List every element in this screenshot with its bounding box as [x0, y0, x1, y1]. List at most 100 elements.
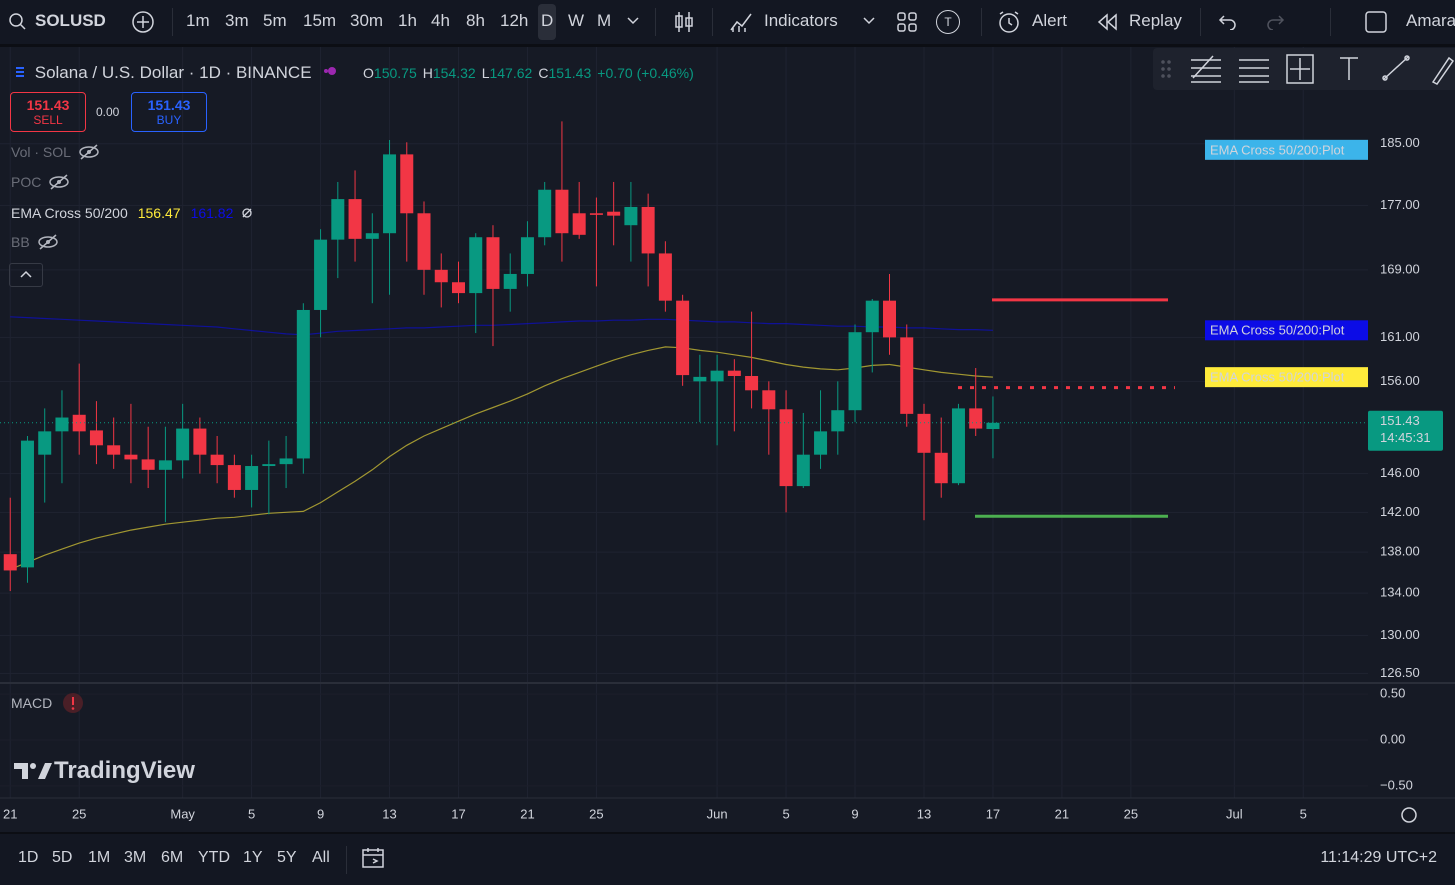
interval-button[interactable]: W: [568, 11, 585, 30]
interval-button[interactable]: 5m: [263, 11, 287, 30]
study-row: BB: [11, 233, 60, 251]
chart-type-button[interactable]: [673, 10, 695, 34]
study-name[interactable]: POC: [11, 174, 42, 190]
study-name[interactable]: Vol · SOL: [11, 144, 71, 160]
interval-button[interactable]: 1h: [398, 11, 417, 30]
layouts-button[interactable]: [896, 11, 918, 33]
candle-body: [934, 452, 948, 484]
parallel-tool[interactable]: [1239, 59, 1269, 83]
search-icon[interactable]: [8, 12, 28, 32]
candle-body: [20, 440, 34, 568]
brush-tool[interactable]: [1431, 56, 1455, 85]
interval-button[interactable]: 1m: [186, 11, 210, 30]
range-button[interactable]: 1M: [88, 849, 111, 866]
candle-body: [762, 390, 776, 410]
y-tick-label: 0.00: [1380, 731, 1405, 746]
range-button[interactable]: 5Y: [277, 849, 297, 866]
legend-icon: [16, 67, 24, 77]
scale-label-box: [1205, 320, 1368, 341]
y-tick-label: 134.00: [1380, 585, 1420, 600]
y-tick-label: 161.00: [1380, 329, 1420, 344]
candle-body: [107, 445, 121, 455]
study-name[interactable]: BB: [11, 234, 30, 250]
range-button[interactable]: 6M: [161, 849, 184, 866]
visibility-icon[interactable]: [47, 173, 71, 191]
fullscreen-button[interactable]: [1364, 10, 1388, 34]
visibility-icon[interactable]: [239, 204, 263, 222]
candle-body: [917, 413, 931, 453]
symbol[interactable]: SOLUSD: [35, 11, 106, 30]
x-tick-label: 13: [917, 806, 931, 821]
drag-handle[interactable]: [1161, 60, 1171, 78]
candle-body: [486, 237, 500, 289]
interval-button[interactable]: 8h: [466, 11, 485, 30]
indicators-button[interactable]: Indicators: [764, 11, 838, 30]
indicators-icon[interactable]: [729, 10, 753, 34]
scale-label-box: [1205, 139, 1368, 160]
interval-button[interactable]: 30m: [350, 11, 384, 30]
range-button[interactable]: 1D: [18, 849, 39, 866]
candle-body: [176, 428, 190, 461]
logo-text: TradingView: [54, 757, 195, 784]
x-tick-label: 21: [1055, 806, 1069, 821]
fib-tool[interactable]: [1191, 55, 1221, 83]
scale-label: EMA Cross 50/200:Plot: [1210, 370, 1345, 385]
collapse-button[interactable]: [9, 263, 43, 287]
interval-menu[interactable]: [626, 16, 640, 26]
interval-button[interactable]: 12h: [500, 11, 529, 30]
x-tick-label: 17: [451, 806, 465, 821]
settings-icon[interactable]: [1401, 807, 1417, 823]
candle-body: [400, 154, 414, 214]
range-button[interactable]: 1Y: [243, 849, 263, 866]
replay-button[interactable]: Replay: [1129, 11, 1182, 30]
x-tick-label: 5: [782, 806, 789, 821]
separator: [172, 8, 173, 36]
study-row: Vol · SOL: [11, 143, 101, 161]
trendline-tool[interactable]: [1382, 55, 1410, 81]
alert-button[interactable]: Alert: [1032, 11, 1067, 30]
separator: [655, 8, 656, 36]
interval-button[interactable]: D: [538, 4, 557, 40]
bottom-toolbar: 1D 5D 1M 3M 6M YTD 1Y 5Y All 11:14:29 UTC+2: [0, 832, 1455, 885]
candle-body: [124, 454, 138, 460]
interval-button[interactable]: 4h: [431, 11, 450, 30]
templates-menu[interactable]: [862, 16, 876, 26]
interval-button[interactable]: 15m: [303, 11, 337, 30]
user-name[interactable]: Amara: [1406, 11, 1455, 30]
interval-button[interactable]: M: [597, 11, 612, 30]
separator: [346, 846, 347, 874]
price-label-box: [1368, 410, 1443, 451]
range-button[interactable]: All: [312, 849, 330, 866]
sell-button[interactable]: 151.43 SELL: [10, 92, 86, 132]
measure-tool[interactable]: [1286, 54, 1314, 84]
macd-error-icon[interactable]: [62, 692, 84, 714]
y-tick-label: 0.50: [1380, 686, 1405, 701]
candle-body: [193, 428, 207, 455]
macd-label: MACD: [11, 695, 53, 711]
data-source-icon[interactable]: [316, 61, 346, 81]
compare-button[interactable]: [131, 10, 155, 34]
candle-body: [555, 189, 569, 234]
redo-button[interactable]: [1265, 12, 1285, 30]
replay-icon[interactable]: [1097, 13, 1119, 31]
candle-body: [141, 459, 155, 470]
range-button[interactable]: YTD: [198, 849, 230, 866]
clock[interactable]: 11:14:29 UTC+2: [1320, 849, 1437, 866]
top-toolbar: SOLUSD 1m 3m 5m 15m 30m 1h 4h 8h 12h D W M Indicato…: [0, 0, 1455, 47]
undo-button[interactable]: [1218, 12, 1238, 30]
drawing-toolbar: [1153, 48, 1455, 90]
range-button[interactable]: 5D: [52, 849, 73, 866]
candle-body: [658, 253, 672, 301]
study-name[interactable]: EMA Cross 50/200: [11, 205, 128, 221]
visibility-icon[interactable]: [36, 233, 60, 251]
visibility-icon[interactable]: [77, 143, 101, 161]
range-button[interactable]: 3M: [124, 849, 147, 866]
y-tick-label: 126.50: [1380, 665, 1420, 680]
interval-button[interactable]: 3m: [225, 11, 249, 30]
buy-button[interactable]: 151.43 BUY: [131, 92, 207, 132]
goto-date-button[interactable]: [361, 846, 387, 870]
avatar[interactable]: T: [936, 10, 960, 34]
alert-icon[interactable]: [997, 10, 1023, 34]
text-tool[interactable]: [1340, 57, 1358, 80]
candle-body: [779, 409, 793, 487]
